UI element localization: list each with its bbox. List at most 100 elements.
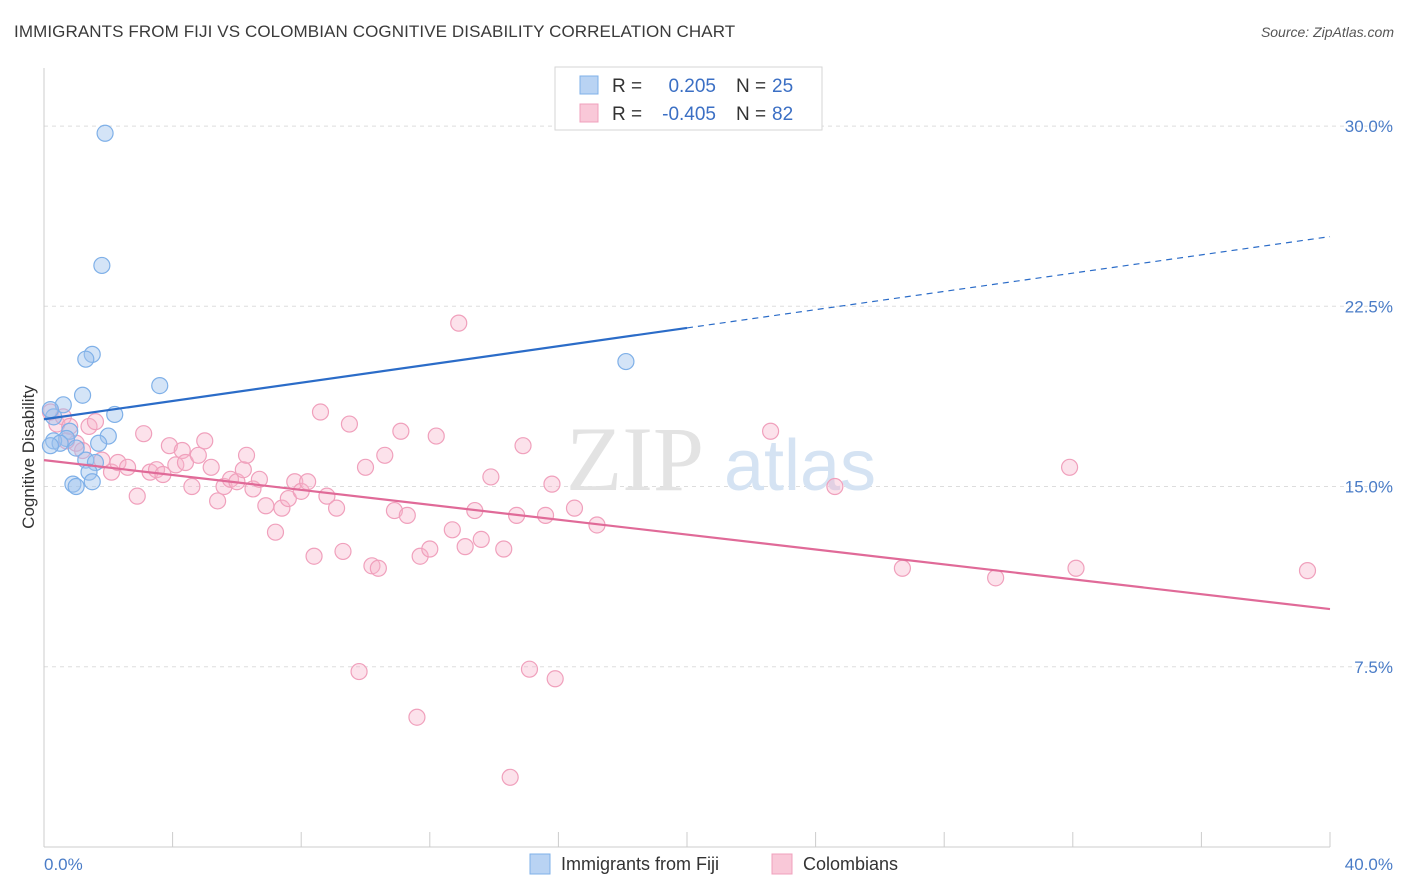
fiji-point — [54, 396, 72, 414]
colombian-point — [279, 489, 297, 508]
colombian-point — [1298, 562, 1317, 580]
colombian-point — [408, 708, 426, 726]
colombian-point — [411, 547, 429, 565]
legend-swatch-fiji — [579, 75, 599, 95]
colombian-point — [183, 477, 201, 496]
gridlines — [44, 125, 1392, 668]
colombian-point — [273, 499, 291, 517]
fiji-point — [90, 434, 108, 452]
colombian-point — [305, 547, 323, 565]
fiji-point — [77, 350, 95, 368]
x-tick-label-max: 40.0% — [1345, 855, 1393, 874]
y-tick-label: 15.0% — [1345, 478, 1393, 497]
fiji-point — [41, 401, 60, 419]
legend-n-value-1: 25 — [772, 76, 793, 97]
colombian-point — [176, 453, 195, 472]
colombian-point — [196, 432, 214, 450]
bottom-legend-swatch-colombians — [771, 853, 793, 875]
y-tick-labels: 7.5% 15.0% 22.5% 30.0% — [1345, 117, 1393, 677]
colombian-point — [543, 475, 561, 493]
colombian-point — [356, 458, 375, 476]
fiji-point — [99, 427, 117, 445]
colombian-point — [826, 477, 844, 496]
colombian-point — [398, 506, 416, 524]
colombian-point — [334, 542, 352, 561]
colombian-point — [250, 470, 269, 488]
colombian-point — [234, 461, 252, 479]
colombian-point — [299, 473, 317, 491]
colombian-point — [514, 437, 532, 455]
colombian-point — [421, 540, 439, 558]
fiji-point — [83, 473, 101, 491]
legend-r-label-1: R = — [612, 76, 642, 97]
legend-box: R = 0.205 N = 25 R = -0.405 N = 82 — [554, 66, 823, 131]
fiji-trend-line-extension — [686, 236, 1331, 329]
watermark-zip: ZIP — [566, 408, 704, 510]
colombian-point — [427, 427, 445, 445]
colombian-point — [128, 487, 146, 505]
colombian-point — [376, 446, 394, 464]
colombian-point — [1067, 559, 1085, 577]
colombian-point — [266, 523, 285, 541]
colombian-point — [443, 521, 461, 539]
colombian-point — [450, 314, 468, 332]
legend-n-label-1: N = — [736, 76, 766, 97]
fiji-point — [80, 463, 98, 481]
colombian-point — [350, 662, 368, 681]
fiji-point — [41, 437, 60, 455]
colombian-point — [189, 446, 207, 464]
colombian-point — [109, 453, 127, 472]
y-tick-label: 22.5% — [1345, 297, 1393, 316]
x-ticks — [172, 832, 1331, 847]
colombian-point — [565, 499, 584, 517]
colombian-point — [327, 499, 346, 517]
colombian-point — [118, 458, 137, 476]
x-tick-label-min: 0.0% — [44, 855, 83, 874]
colombian-point — [215, 477, 233, 496]
legend-swatch-colombians — [579, 103, 599, 123]
fiji-point — [617, 352, 635, 371]
colombian-point — [1060, 458, 1079, 476]
colombian-point — [340, 415, 359, 433]
fiji-trend-line — [43, 326, 688, 421]
legend-n-value-2: 82 — [772, 104, 793, 125]
colombian-point — [209, 492, 227, 510]
trend-lines — [43, 236, 1331, 611]
colombian-point — [893, 559, 912, 577]
colombian-point — [501, 768, 519, 786]
y-tick-label: 30.0% — [1345, 117, 1393, 136]
legend-n-label-2: N = — [736, 104, 766, 125]
fiji-point — [151, 377, 169, 395]
colombian-point — [135, 425, 153, 443]
colombian-point — [761, 422, 780, 440]
series-fiji — [41, 124, 635, 496]
colombian-point — [482, 468, 500, 486]
source-label: Source: ZipAtlas.com — [1260, 24, 1394, 40]
bottom-legend-label-fiji: Immigrants from Fiji — [561, 854, 719, 874]
series-colombians — [41, 314, 1317, 786]
colombian-point — [86, 413, 105, 431]
bottom-legend-swatch-fiji — [529, 853, 551, 875]
colombian-point — [160, 437, 178, 455]
fiji-point — [93, 256, 111, 275]
y-axis-label: Cognitive Disability — [19, 385, 38, 529]
fiji-point — [67, 439, 85, 457]
fiji-point — [73, 386, 92, 404]
colombian-point — [237, 446, 256, 464]
colombian-point — [257, 497, 275, 515]
legend-r-label-2: R = — [612, 104, 642, 125]
colombian-point — [472, 530, 490, 549]
fiji-point — [64, 475, 82, 493]
colombian-point — [495, 540, 513, 558]
colombian-trend-line — [43, 459, 1331, 611]
colombian-point — [311, 403, 330, 421]
colombian-point — [520, 660, 539, 678]
colombian-point — [369, 559, 387, 577]
colombian-point — [546, 670, 564, 688]
colombian-point — [536, 506, 555, 524]
bottom-legend: Immigrants from Fiji Colombians — [529, 853, 898, 875]
colombian-point — [385, 501, 404, 520]
watermark-atlas: atlas — [724, 426, 876, 506]
legend-r-value-2: -0.405 — [662, 104, 716, 125]
